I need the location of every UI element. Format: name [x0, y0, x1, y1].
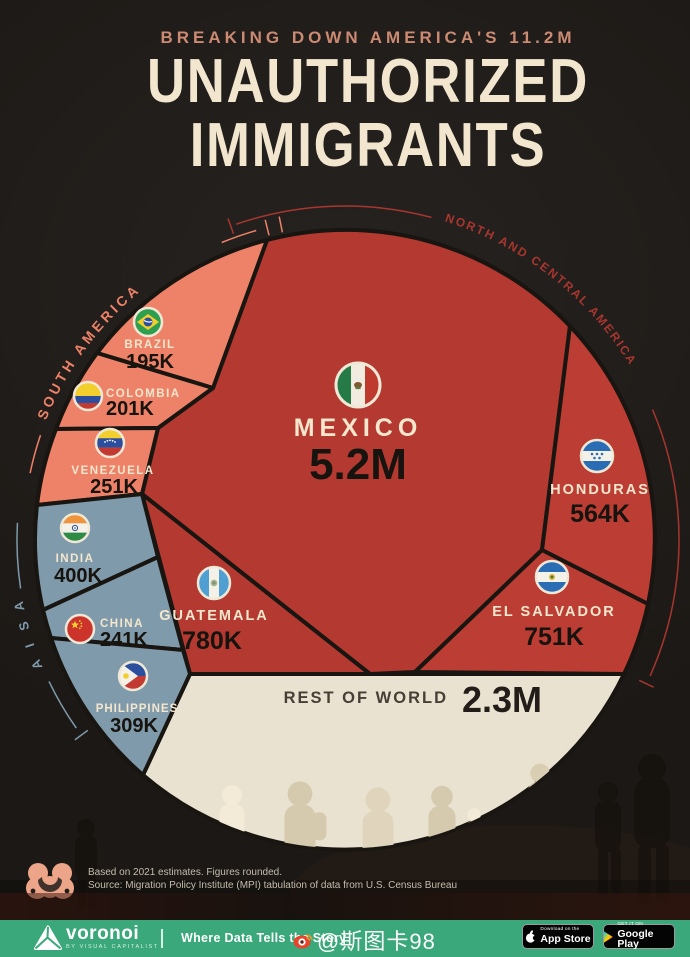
svg-text:I: I	[22, 641, 37, 649]
label-india-value: 400K	[54, 565, 102, 587]
google-play-icon	[604, 930, 613, 943]
footnote-source: Source: Migration Policy Institute (MPI)…	[88, 880, 458, 891]
venezuela-flag-icon	[94, 427, 126, 459]
page-title-line2: IMMIGRANTS	[189, 111, 547, 180]
label-brazil-value: 195K	[126, 351, 174, 373]
label-india-name: INDIA	[56, 553, 95, 565]
label-guatemala-name: GUATEMALA	[159, 608, 269, 624]
label-honduras-name: HONDURAS	[550, 482, 650, 498]
guatemala-flag-icon	[196, 565, 232, 601]
app-store-badge[interactable]: Download on the App Store	[522, 924, 594, 949]
horizon-strip	[0, 893, 690, 920]
label-colombia-name: COLOMBIA	[106, 388, 181, 400]
label-philippines-value: 309K	[110, 715, 158, 737]
label-honduras-value: 564K	[570, 500, 630, 528]
watermark-text: @斯图卡98	[317, 929, 436, 954]
label-venezuela-value: 251K	[90, 476, 138, 498]
watermark: @斯图卡98	[293, 924, 436, 956]
label-mexico-value: 5.2M	[309, 440, 407, 489]
china-flag-icon	[64, 613, 96, 645]
google-play-badge[interactable]: GET IT ON Google Play	[603, 922, 675, 951]
arc-decorations	[16, 205, 680, 741]
mexico-flag-icon	[334, 361, 382, 409]
voronoi-logo-icon	[34, 925, 62, 950]
label-rest-of-world-value: 2.3M	[462, 679, 542, 720]
india-flag-icon	[59, 512, 91, 544]
label-guatemala-value: 780K	[182, 627, 242, 655]
apple-icon	[526, 929, 537, 943]
label-rest-of-world-name: REST OF WORLD	[284, 689, 448, 707]
weibo-icon	[293, 934, 313, 949]
svg-text:A: A	[11, 600, 28, 613]
arc-label-asia: A S I A	[11, 600, 46, 672]
label-el-salvador-value: 751K	[524, 623, 584, 651]
honduras-flag-icon	[579, 438, 615, 474]
label-el-salvador-name: EL SALVADOR	[492, 604, 616, 620]
eyebrow-title: BREAKING DOWN AMERICA'S 11.2M	[160, 28, 576, 47]
google-play-label-bottom: Google Play	[617, 927, 654, 951]
el-salvador-flag-icon	[534, 559, 570, 595]
app-store-label-top: Download on the	[540, 927, 580, 933]
label-china-value: 241K	[100, 629, 148, 651]
label-philippines-name: PHILIPPINES	[96, 703, 179, 715]
label-mexico-name: MEXICO	[294, 414, 423, 442]
philippines-flag-icon	[117, 660, 149, 692]
page-title-line1: UNAUTHORIZED	[147, 47, 589, 116]
brand-wordmark: voronoi	[66, 923, 140, 944]
header: BREAKING DOWN AMERICA'S 11.2M UNAUTHORIZ…	[23, 28, 690, 180]
label-colombia-value: 201K	[106, 398, 154, 420]
label-brazil-name: BRAZIL	[124, 339, 175, 351]
voronoi-cells	[33, 227, 657, 852]
footnote-estimates: Based on 2021 estimates. Figures rounded…	[88, 867, 283, 878]
bar-divider	[161, 929, 163, 948]
app-store-label-bottom: App Store	[540, 933, 591, 946]
google-play-label-top: GET IT ON	[617, 922, 643, 928]
label-venezuela-name: VENEZUELA	[71, 465, 154, 477]
label-china-name: CHINA	[100, 618, 144, 630]
svg-text:A: A	[28, 657, 46, 672]
bottom-bar: voronoi BY VISUAL CAPITALIST Where Data …	[0, 920, 690, 957]
colombia-flag-icon	[72, 380, 104, 412]
brazil-flag-icon	[132, 306, 164, 338]
chart-circle-outline	[33, 228, 657, 852]
svg-text:S: S	[15, 620, 32, 633]
brand-subtitle: BY VISUAL CAPITALIST	[66, 944, 159, 950]
